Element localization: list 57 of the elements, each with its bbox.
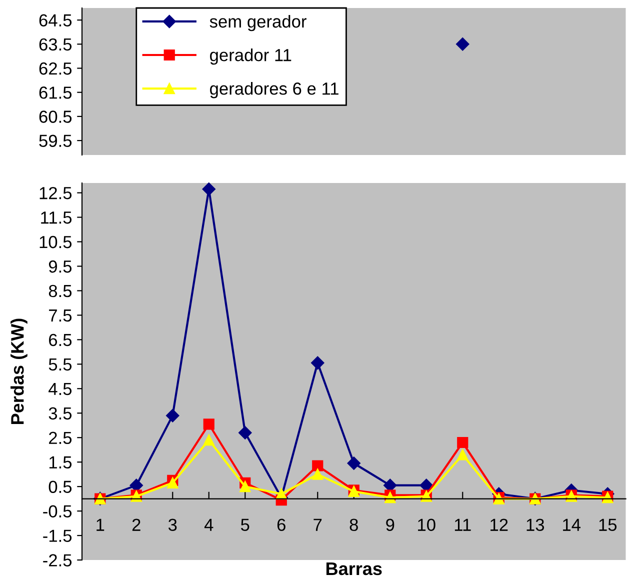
y-axis-title: Perdas (KW) bbox=[10, 318, 28, 424]
y-tick-label: 8.5 bbox=[48, 284, 72, 298]
point bbox=[167, 477, 178, 488]
y-tick-label: -1.5 bbox=[43, 530, 72, 542]
y-tick-label: 9.5 bbox=[48, 260, 72, 273]
legend-label: sem gerador bbox=[210, 14, 306, 32]
x-tick-label: 5 bbox=[240, 518, 250, 531]
y-tick-label: 11.5 bbox=[41, 212, 72, 224]
y-tick-label: 10.5 bbox=[40, 236, 72, 248]
point bbox=[311, 356, 324, 370]
x-tick-label: 9 bbox=[386, 518, 394, 531]
point bbox=[203, 434, 214, 446]
point bbox=[203, 418, 214, 430]
point bbox=[202, 182, 216, 196]
x-tick-label: 10 bbox=[418, 518, 436, 531]
y-tick-label: 62.5 bbox=[39, 62, 72, 75]
point bbox=[238, 426, 252, 440]
y-tick-label: 4.5 bbox=[48, 382, 72, 396]
x-tick-label: 2 bbox=[132, 518, 140, 531]
x-tick-label: 13 bbox=[526, 518, 544, 531]
point bbox=[130, 478, 143, 492]
legend-label: gerador 11 bbox=[210, 48, 292, 65]
y-tick-label: 64.5 bbox=[39, 14, 72, 27]
point bbox=[457, 449, 468, 460]
point bbox=[457, 436, 468, 448]
y-tick-label: 5.5 bbox=[48, 358, 72, 371]
x-tick-label: 4 bbox=[204, 518, 214, 531]
point bbox=[347, 456, 360, 470]
y-tick-label: 59.5 bbox=[39, 134, 72, 148]
x-tick-label: 6 bbox=[277, 518, 286, 531]
y-tick-label: 12.5 bbox=[40, 186, 72, 200]
x-tick-label: 15 bbox=[599, 518, 617, 531]
x-axis-title: Barras bbox=[326, 562, 382, 576]
x-tick-label: 7 bbox=[314, 518, 322, 531]
y-tick-label: -0.5 bbox=[43, 505, 72, 518]
point bbox=[384, 478, 397, 492]
point bbox=[166, 408, 180, 422]
x-tick-label: 14 bbox=[563, 518, 581, 531]
legend-label: geradores 6 e 11 bbox=[210, 82, 338, 98]
x-tick-label: 3 bbox=[168, 518, 177, 531]
y-tick-label: 60.5 bbox=[39, 110, 72, 123]
y-tick-label: 7.5 bbox=[49, 310, 72, 322]
x-tick-label: 8 bbox=[350, 518, 358, 531]
point bbox=[312, 468, 324, 480]
y-tick-label: 61.5 bbox=[39, 86, 72, 99]
point bbox=[312, 460, 324, 472]
x-tick-label: 12 bbox=[490, 518, 508, 531]
point bbox=[240, 481, 251, 492]
x-tick-label: 1 bbox=[96, 518, 104, 531]
y-tick-label: 2.5 bbox=[49, 432, 72, 444]
y-tick-label: 63.5 bbox=[39, 38, 72, 51]
x-tick-label: 11 bbox=[454, 518, 471, 531]
y-tick-label: 6.5 bbox=[49, 334, 72, 346]
y-tick-label: -2.5 bbox=[43, 554, 72, 566]
y-tick-label: 0.5 bbox=[48, 480, 72, 494]
y-tick-label: 1.5 bbox=[49, 456, 72, 469]
y-tick-label: 3.5 bbox=[48, 407, 72, 420]
